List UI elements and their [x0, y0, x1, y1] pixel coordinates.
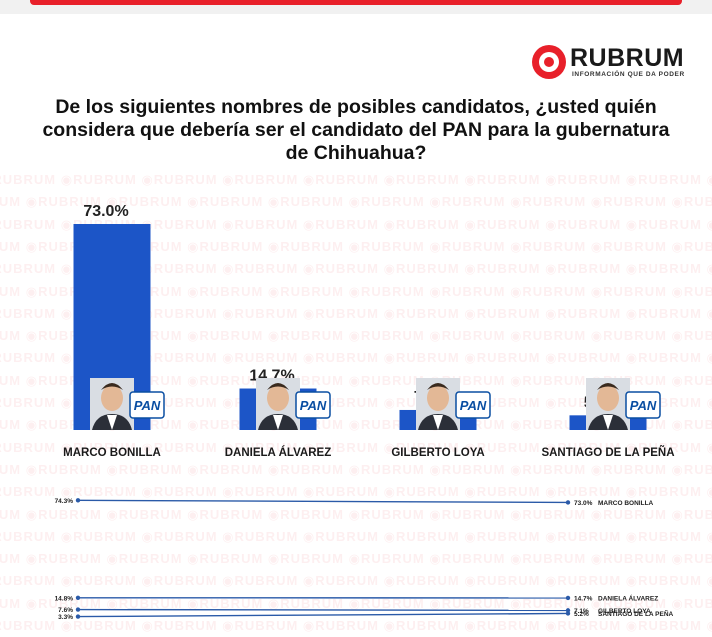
logo-name: RUBRUM [570, 44, 685, 72]
candidate-hair [427, 383, 449, 390]
slope-line [77, 499, 569, 504]
logo-ring-icon [532, 45, 566, 79]
candidate-name: SANTIAGO DE LA PEÑA [541, 446, 674, 459]
candidate-name: MARCO BONILLA [63, 447, 161, 459]
candidate-name: DANIELA ÁLVAREZ [225, 446, 331, 459]
chart-title: De los siguientes nombres de posibles ca… [42, 96, 670, 164]
pan-badge-label: PAN [630, 398, 657, 413]
pan-badge-label: PAN [300, 398, 327, 413]
slope-series-name: MARCO BONILLA [598, 500, 654, 507]
slope-series-name: GILBERTO LOYA [598, 608, 651, 615]
pan-badge [295, 391, 331, 419]
candidate-name: GILBERTO LOYA [391, 447, 484, 459]
pan-badge-label: PAN [134, 398, 161, 413]
candidate-face [427, 385, 449, 411]
candidate-face [101, 385, 123, 411]
slope-point-end [565, 595, 571, 601]
slope-end-label: 73.0% [574, 500, 593, 507]
candidate-shirt [107, 415, 117, 430]
slope-line [77, 608, 569, 612]
slope-point-start [75, 607, 81, 612]
slope-start-label: 7.6% [58, 607, 73, 614]
pan-badge [129, 391, 165, 419]
slope-point-end [565, 608, 571, 613]
slope-series-name: SANTIAGO DE LA PEÑA [598, 609, 674, 618]
candidate-hair [101, 383, 123, 390]
logo-tagline: INFORMACIÓN QUE DA PODER [572, 71, 685, 78]
candidate-shirt [273, 415, 283, 430]
pan-badge-label: PAN [460, 398, 487, 413]
candidate-face [267, 385, 289, 411]
slope-point-end [565, 500, 571, 505]
slope-start-label: 14.8% [55, 595, 74, 602]
pan-badge [625, 391, 661, 419]
slope-point-end [565, 611, 571, 616]
slope-end-label: 14.7% [574, 595, 593, 602]
slope-line [77, 612, 569, 618]
slope-point-start [75, 498, 81, 503]
slope-start-label: 74.3% [55, 498, 74, 505]
slope-point-start [75, 614, 81, 619]
slope-point-start [75, 595, 81, 600]
top-banner-strip [0, 0, 712, 14]
candidate-hair [267, 383, 289, 390]
bar-value-label: 73.0% [83, 203, 128, 220]
candidate-hair [597, 383, 619, 390]
slope-end-label: 5.2% [574, 611, 589, 618]
candidate-face [597, 385, 619, 411]
candidate-shirt [433, 415, 443, 430]
slope-start-label: 3.3% [58, 614, 73, 621]
slope-end-label: 7.1% [574, 608, 589, 615]
slope-series-name: DANIELA ÁLVAREZ [598, 593, 658, 602]
rubrum-logo: RUBRUM INFORMACIÓN QUE DA PODER [532, 44, 692, 84]
candidate-shirt [603, 415, 613, 430]
pan-badge [455, 391, 491, 419]
top-red-bar [30, 0, 682, 5]
